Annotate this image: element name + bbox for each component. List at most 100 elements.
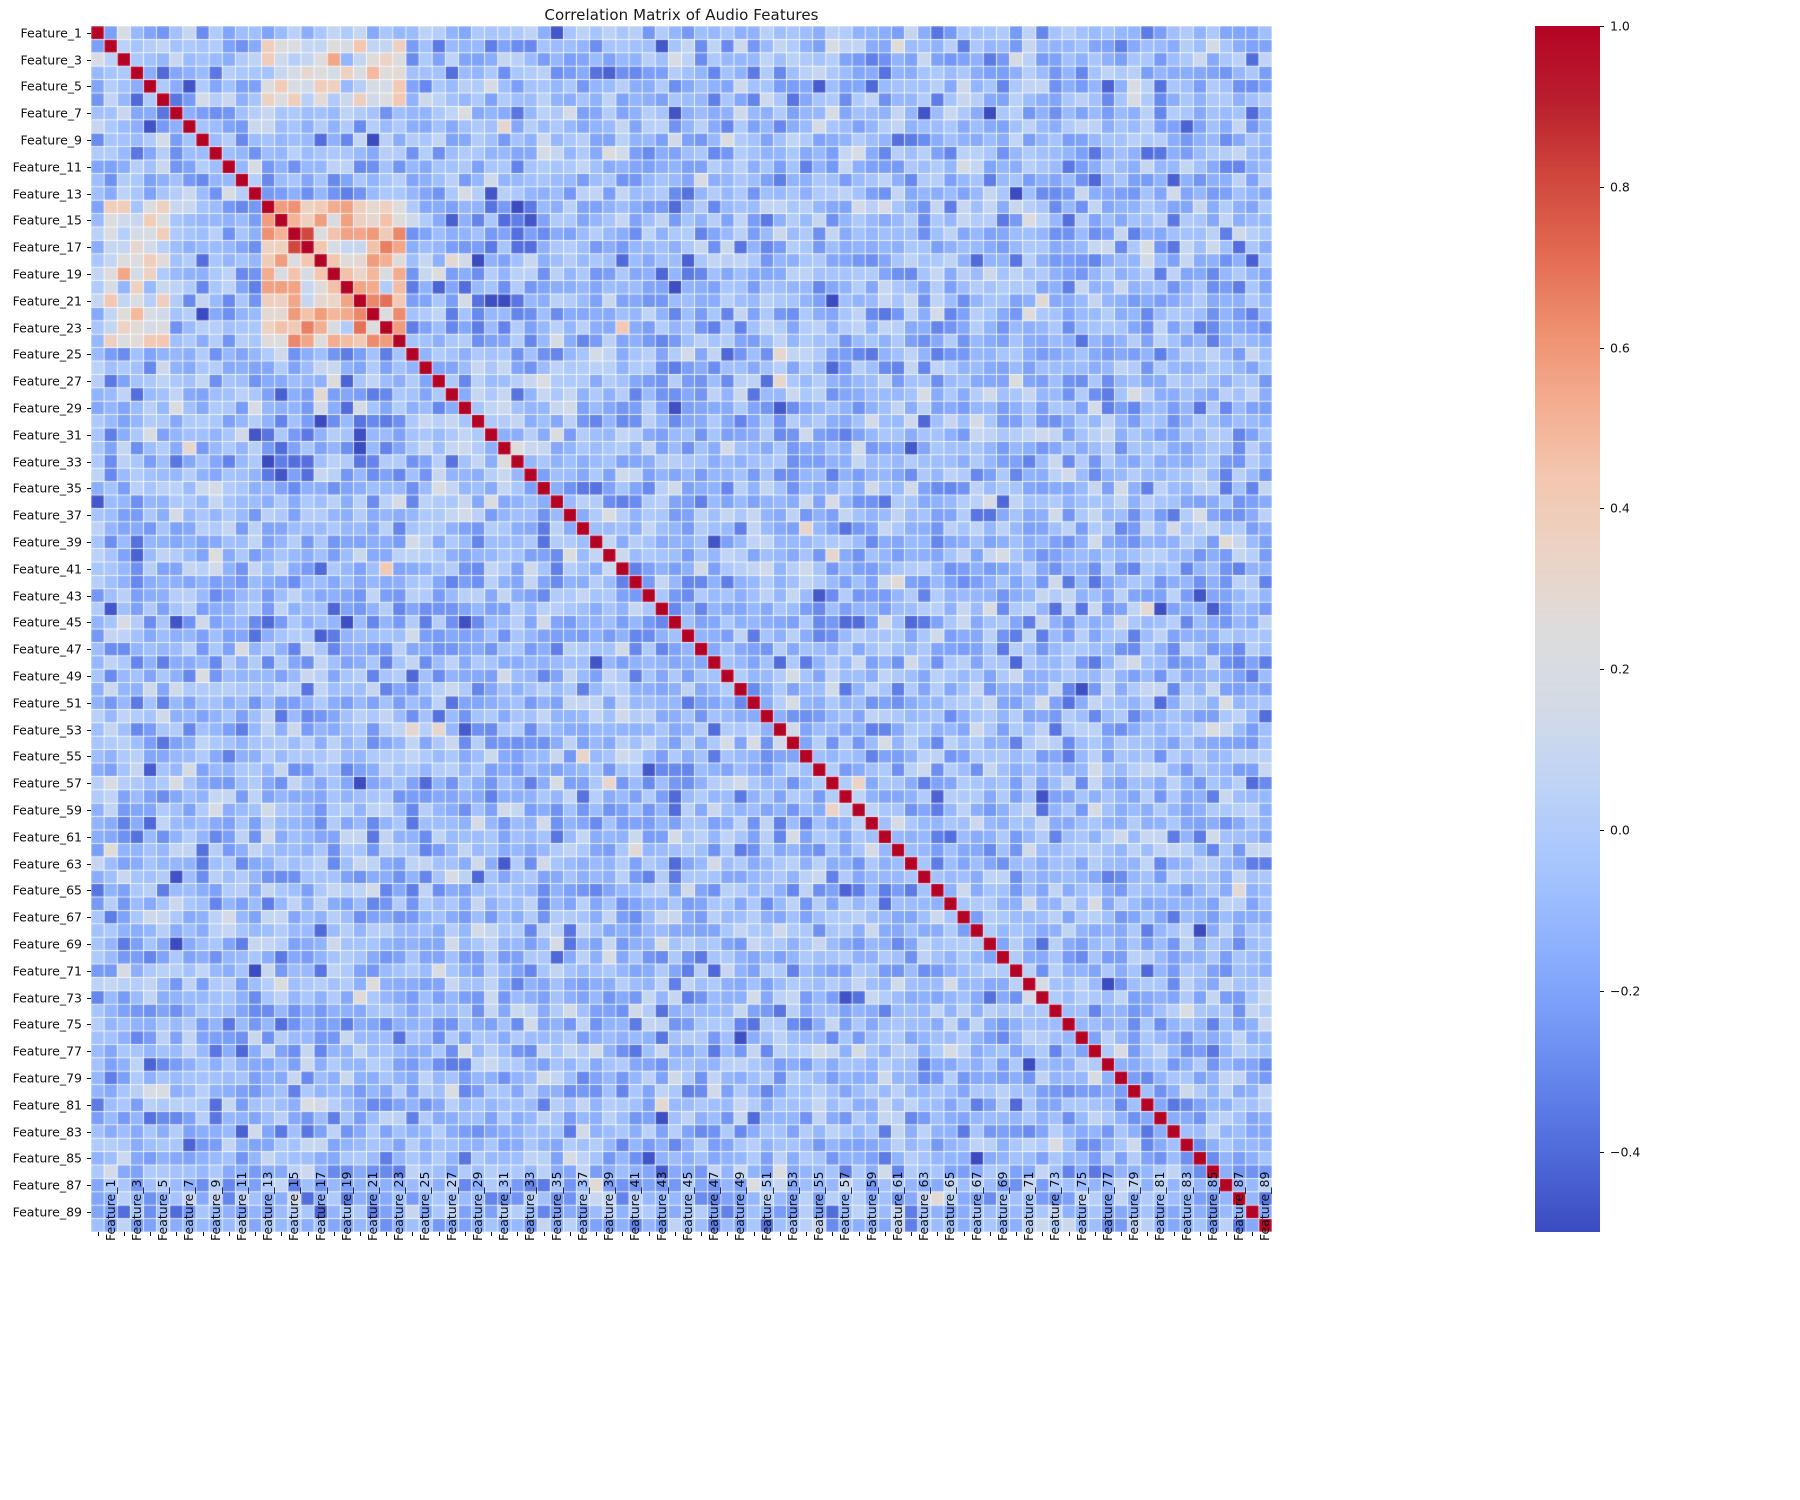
x-tick-mark bbox=[464, 1232, 466, 1236]
x-tick-mark bbox=[1094, 1232, 1096, 1236]
x-tick-mark bbox=[648, 1232, 650, 1236]
colorbar-tick-mark bbox=[1600, 990, 1604, 992]
colorbar-tick-label: 0.4 bbox=[1610, 500, 1630, 516]
x-tick-mark bbox=[1042, 1232, 1044, 1236]
x-tick-mark bbox=[937, 1232, 939, 1236]
x-tick-mark bbox=[333, 1232, 335, 1236]
y-tick-label: Feature_83 bbox=[12, 1124, 82, 1139]
y-tick-label: Feature_51 bbox=[12, 695, 82, 711]
colorbar-tick-mark bbox=[1600, 1151, 1604, 1153]
y-tick-label: Feature_33 bbox=[12, 454, 82, 469]
x-tick-mark bbox=[438, 1232, 440, 1236]
x-tick-mark bbox=[1226, 1232, 1228, 1236]
x-tick-mark bbox=[1173, 1232, 1175, 1236]
x-tick-mark bbox=[255, 1232, 257, 1236]
x-tick-mark bbox=[727, 1232, 729, 1236]
x-tick-mark bbox=[1016, 1232, 1018, 1236]
x-tick-mark bbox=[97, 1232, 99, 1236]
x-tick-mark bbox=[806, 1232, 808, 1236]
y-tick-label: Feature_35 bbox=[12, 480, 82, 496]
y-tick-label: Feature_61 bbox=[12, 829, 82, 845]
y-tick-label: Feature_25 bbox=[12, 346, 82, 362]
y-tick-label: Feature_53 bbox=[12, 722, 82, 737]
y-tick-label: Feature_55 bbox=[12, 748, 82, 764]
y-tick-label: Feature_43 bbox=[12, 588, 82, 603]
x-tick-mark bbox=[1199, 1232, 1201, 1236]
x-tick-mark bbox=[1252, 1232, 1254, 1236]
y-tick-label: Feature_37 bbox=[12, 507, 82, 523]
y-tick-label: Feature_21 bbox=[12, 293, 82, 309]
x-tick-mark bbox=[858, 1232, 860, 1236]
heatmap-axes bbox=[91, 26, 1272, 1232]
x-tick-mark bbox=[779, 1232, 781, 1236]
x-tick-mark bbox=[386, 1232, 388, 1236]
x-tick-mark bbox=[753, 1232, 755, 1236]
x-tick-mark bbox=[1121, 1232, 1123, 1236]
x-tick-mark bbox=[412, 1232, 414, 1236]
x-tick-mark bbox=[150, 1232, 152, 1236]
x-tick-mark bbox=[202, 1232, 204, 1236]
colorbar-gradient bbox=[1535, 26, 1600, 1232]
y-tick-label: Feature_11 bbox=[12, 159, 82, 175]
colorbar-tick-mark bbox=[1600, 347, 1604, 349]
y-tick-label: Feature_73 bbox=[12, 990, 82, 1005]
colorbar-tick-label: 0.0 bbox=[1610, 822, 1630, 838]
colorbar-tick-mark bbox=[1600, 186, 1604, 188]
y-tick-label: Feature_13 bbox=[12, 186, 82, 201]
colorbar-tick-label: 0.8 bbox=[1610, 179, 1630, 195]
y-tick-label: Feature_31 bbox=[12, 427, 82, 443]
colorbar-tick-label: −0.2 bbox=[1610, 983, 1641, 999]
y-tick-label: Feature_81 bbox=[12, 1097, 82, 1113]
correlation-heatmap[interactable] bbox=[91, 26, 1272, 1232]
colorbar-tick-mark bbox=[1600, 508, 1604, 510]
x-tick-mark bbox=[963, 1232, 965, 1236]
colorbar-tick-label: −0.4 bbox=[1610, 1144, 1641, 1160]
x-tick-mark bbox=[123, 1232, 125, 1236]
x-tick-mark bbox=[911, 1232, 913, 1236]
y-tick-label: Feature_23 bbox=[12, 320, 82, 335]
y-tick-label: Feature_59 bbox=[12, 802, 82, 818]
colorbar[interactable] bbox=[1535, 26, 1600, 1232]
y-tick-label: Feature_41 bbox=[12, 561, 82, 577]
colorbar-tick-label: 0.2 bbox=[1610, 661, 1630, 677]
colorbar-tick-mark bbox=[1600, 26, 1604, 27]
y-tick-label: Feature_5 bbox=[20, 78, 82, 94]
x-tick-mark bbox=[1147, 1232, 1149, 1236]
y-tick-label: Feature_17 bbox=[12, 239, 82, 255]
y-tick-label: Feature_1 bbox=[20, 25, 82, 41]
y-tick-label: Feature_45 bbox=[12, 614, 82, 630]
y-tick-label: Feature_29 bbox=[12, 400, 82, 416]
y-tick-label: Feature_89 bbox=[12, 1204, 82, 1220]
colorbar-tick-label: 0.6 bbox=[1610, 340, 1630, 356]
y-tick-label: Feature_85 bbox=[12, 1150, 82, 1166]
y-tick-label: Feature_67 bbox=[12, 909, 82, 925]
y-tick-label: Feature_47 bbox=[12, 641, 82, 657]
y-tick-label: Feature_63 bbox=[12, 856, 82, 871]
x-tick-mark bbox=[832, 1232, 834, 1236]
y-tick-label: Feature_15 bbox=[12, 212, 82, 228]
y-tick-label: Feature_39 bbox=[12, 534, 82, 550]
y-tick-label: Feature_7 bbox=[20, 105, 82, 121]
y-tick-label: Feature_87 bbox=[12, 1177, 82, 1193]
y-tick-label: Feature_19 bbox=[12, 266, 82, 282]
y-tick-label: Feature_57 bbox=[12, 775, 82, 791]
page-title: Correlation Matrix of Audio Features bbox=[544, 6, 819, 24]
x-tick-mark bbox=[622, 1232, 624, 1236]
x-tick-mark bbox=[517, 1232, 519, 1236]
x-tick-mark bbox=[989, 1232, 991, 1236]
x-tick-mark bbox=[596, 1232, 598, 1236]
x-tick-mark bbox=[701, 1232, 703, 1236]
x-tick-mark bbox=[884, 1232, 886, 1236]
x-tick-mark bbox=[491, 1232, 493, 1236]
y-tick-label: Feature_79 bbox=[12, 1070, 82, 1086]
y-tick-label: Feature_3 bbox=[20, 52, 82, 67]
y-tick-label: Feature_75 bbox=[12, 1016, 82, 1032]
x-tick-mark bbox=[1068, 1232, 1070, 1236]
colorbar-tick-mark bbox=[1600, 669, 1604, 671]
colorbar-tick-mark bbox=[1600, 830, 1604, 831]
y-tick-label: Feature_65 bbox=[12, 882, 82, 898]
x-tick-mark bbox=[543, 1232, 545, 1236]
x-tick-mark bbox=[569, 1232, 571, 1236]
x-tick-mark bbox=[228, 1232, 230, 1236]
